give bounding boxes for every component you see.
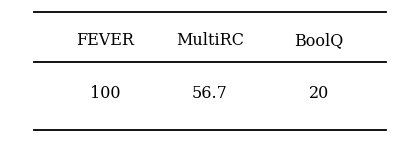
Text: MultiRC: MultiRC bbox=[176, 32, 244, 49]
Text: 56.7: 56.7 bbox=[192, 85, 228, 102]
Text: 100: 100 bbox=[90, 85, 120, 102]
Text: BoolQ: BoolQ bbox=[294, 32, 344, 49]
Text: FEVER: FEVER bbox=[76, 32, 134, 49]
Text: 20: 20 bbox=[309, 85, 329, 102]
